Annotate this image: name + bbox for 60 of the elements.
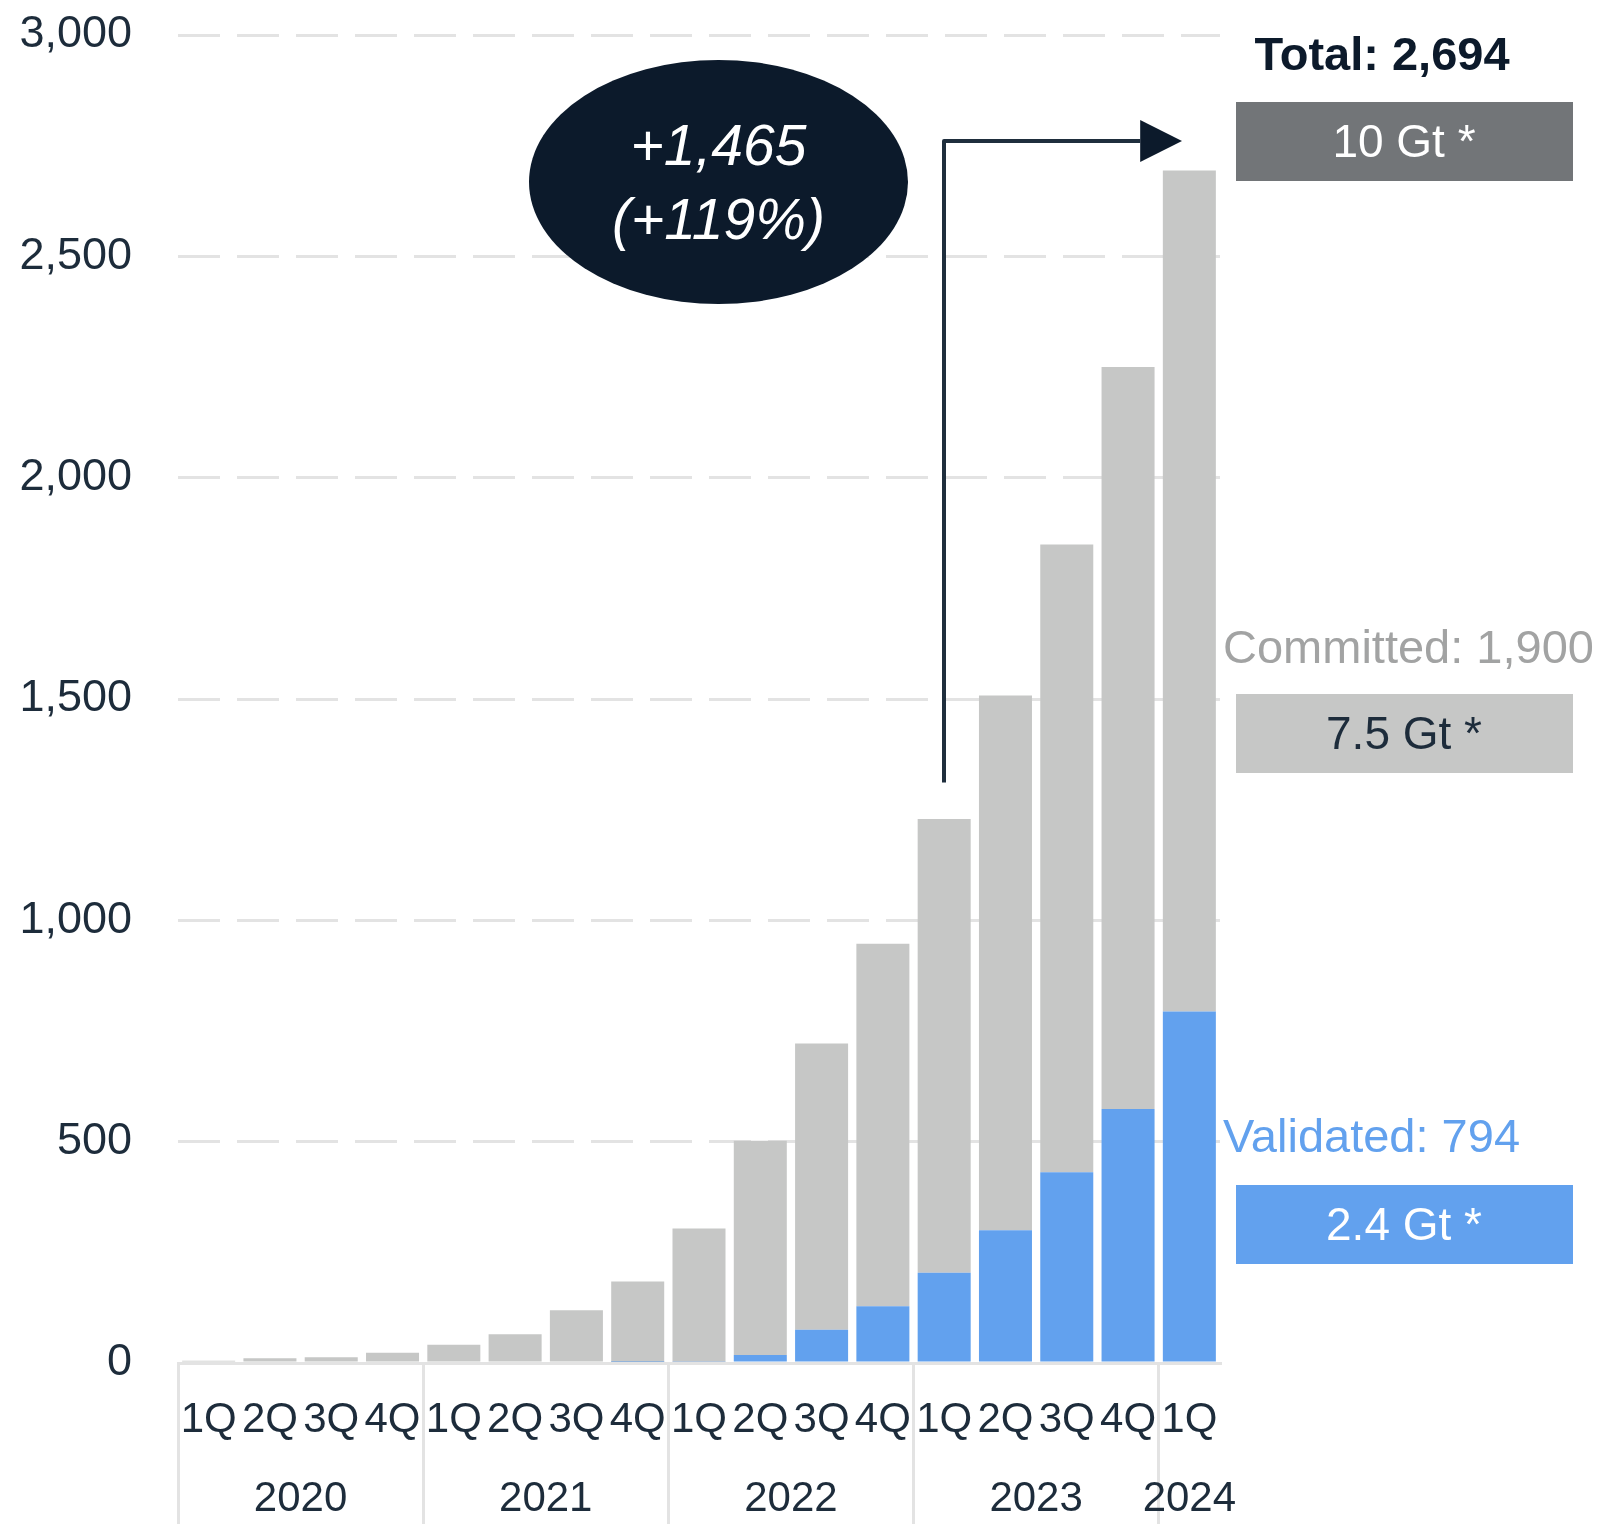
x-tick-label: 1Q xyxy=(425,1393,482,1441)
x-tick-label: 3Q xyxy=(1038,1393,1095,1441)
y-tick-label: 2,500 xyxy=(19,227,132,279)
x-tick-label: 4Q xyxy=(364,1393,421,1441)
bar xyxy=(1162,170,1216,1012)
x-tick-label: 2Q xyxy=(732,1393,789,1441)
bar xyxy=(1040,544,1094,1173)
bar xyxy=(917,1272,971,1362)
bar xyxy=(1040,1172,1094,1362)
bar xyxy=(917,818,971,1273)
bar xyxy=(488,1334,542,1362)
text: 2022 xyxy=(744,1472,838,1520)
text: 2024 xyxy=(1142,1472,1237,1520)
bar xyxy=(856,943,910,1307)
annotation: (+119%) xyxy=(612,186,825,253)
bar xyxy=(978,695,1032,1231)
x-tick-label: 4Q xyxy=(609,1393,666,1441)
y-tick-label: 500 xyxy=(56,1113,132,1165)
x-tick-label: 2Q xyxy=(241,1393,298,1441)
bar xyxy=(1101,367,1155,1109)
bar xyxy=(304,1357,358,1362)
bar xyxy=(549,1310,603,1362)
bar xyxy=(795,1329,849,1362)
x-tick-label: 4Q xyxy=(1100,1393,1157,1441)
x-tick-label: 4Q xyxy=(854,1393,911,1441)
text: Committed: 1,900 xyxy=(1223,619,1594,673)
text: Validated: 794 xyxy=(1223,1108,1521,1162)
bar xyxy=(1162,1011,1216,1362)
x-tick-label: 1Q xyxy=(916,1393,973,1441)
bar xyxy=(1101,1108,1155,1362)
bar xyxy=(978,1230,1032,1362)
bar xyxy=(672,1228,726,1362)
annotation: +1,465 xyxy=(630,111,807,179)
x-tick-label: 2Q xyxy=(487,1393,544,1441)
text: 2.4 Gt * xyxy=(1326,1198,1482,1251)
text: 2020 xyxy=(253,1472,348,1520)
bar xyxy=(733,1355,787,1362)
text: 2021 xyxy=(499,1472,593,1520)
text: 2023 xyxy=(989,1472,1083,1520)
bar xyxy=(366,1352,420,1362)
y-tick-label: 3,000 xyxy=(19,6,132,58)
bar xyxy=(611,1281,665,1363)
x-tick-label: 1Q xyxy=(180,1393,237,1441)
y-tick-label: 1,500 xyxy=(19,670,132,722)
y-tick-label: 0 xyxy=(106,1334,132,1386)
total-label: Total: 2,694 xyxy=(1254,26,1510,80)
bar xyxy=(427,1344,481,1362)
y-tick-label: 1,000 xyxy=(19,891,132,943)
bar xyxy=(856,1306,910,1362)
bar xyxy=(733,1140,787,1356)
text: 7.5 Gt * xyxy=(1326,707,1482,760)
x-tick-label: 1Q xyxy=(670,1393,728,1441)
x-tick-label: 3Q xyxy=(303,1393,360,1441)
x-tick-label: 3Q xyxy=(793,1393,850,1441)
x-tick-label: 2Q xyxy=(977,1393,1034,1441)
bar xyxy=(795,1043,849,1330)
text: 10 Gt * xyxy=(1332,115,1476,168)
x-tick-label: 1Q xyxy=(1161,1393,1218,1441)
y-tick-label: 2,000 xyxy=(19,449,132,501)
x-tick-label: 3Q xyxy=(548,1393,605,1441)
